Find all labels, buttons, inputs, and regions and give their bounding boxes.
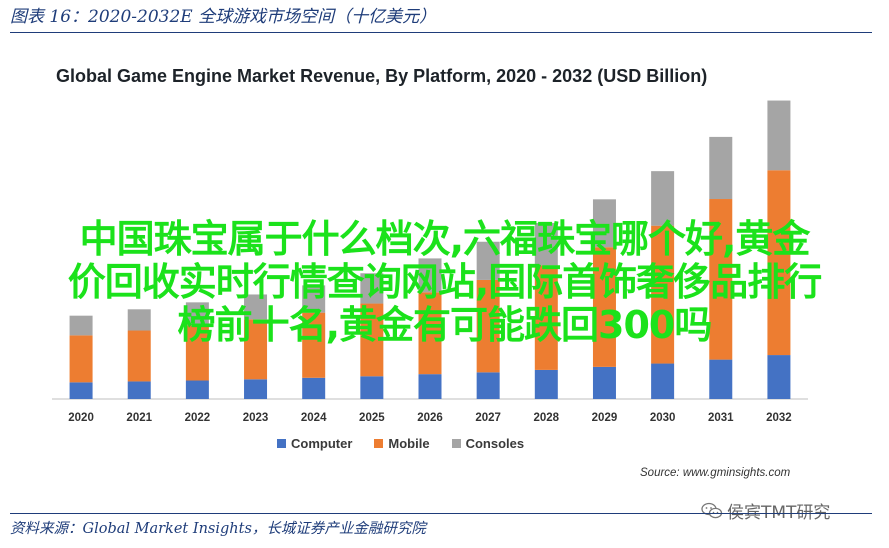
bar-consoles-2023 (244, 294, 268, 320)
legend-label: Consoles (465, 436, 525, 451)
bar-computer-2025 (360, 376, 384, 399)
bar-mobile-2028 (534, 265, 558, 370)
legend-item-consoles: Consoles (451, 436, 525, 451)
bar-mobile-2025 (360, 303, 384, 377)
footer-rule (10, 513, 872, 514)
caption-rule (10, 32, 872, 33)
bar-consoles-2030 (651, 171, 675, 226)
bar-consoles-2020 (69, 315, 93, 336)
bar-mobile-2023 (244, 319, 268, 380)
bar-consoles-2029 (592, 199, 616, 248)
bar-consoles-2021 (127, 309, 151, 331)
x-tick-label: 2032 (766, 412, 792, 424)
bar-consoles-2022 (185, 302, 209, 326)
legend-item-computer: Computer (277, 436, 352, 451)
x-tick-label: 2023 (243, 412, 269, 424)
bar-mobile-2021 (127, 330, 151, 382)
bar-mobile-2029 (592, 247, 616, 367)
chart-title: Global Game Engine Market Revenue, By Pl… (56, 66, 708, 86)
x-tick-label: 2030 (650, 412, 676, 424)
bar-consoles-2028 (534, 222, 558, 266)
bar-mobile-2031 (709, 199, 733, 360)
source-note: Source: www.gminsights.com (640, 467, 791, 479)
overlay-text: 中国珠宝属于什么档次,六福珠宝哪个好,黄金 价回收实时行情查询网站,国际首饰奢侈… (0, 218, 889, 347)
chart-legend: Computer Mobile Consoles (277, 436, 524, 451)
bar-mobile-2020 (69, 335, 93, 383)
bar-computer-2029 (592, 366, 616, 399)
x-tick-label: 2022 (185, 412, 211, 424)
bar-consoles-2027 (476, 241, 500, 280)
x-tick-label: 2027 (475, 412, 501, 424)
legend-label: Mobile (388, 436, 430, 451)
bar-computer-2030 (651, 363, 675, 399)
source-footer: 资料来源：Global Market Insights，长城证券产业金融研究院 (10, 521, 426, 537)
bar-computer-2024 (302, 377, 326, 399)
watermark-label: 侯宾TMT研究 (727, 503, 831, 523)
bar-computer-2021 (127, 381, 151, 399)
x-tick-label: 2020 (68, 412, 94, 424)
x-tick-label: 2029 (592, 412, 618, 424)
bar-mobile-2030 (651, 225, 675, 364)
bar-consoles-2026 (418, 258, 442, 293)
x-tick-label: 2028 (534, 412, 560, 424)
bar-consoles-2025 (360, 273, 384, 304)
legend-label: Computer (291, 436, 353, 451)
x-tick-label: 2024 (301, 412, 327, 424)
bar-consoles-2031 (709, 136, 733, 200)
watermark: 侯宾TMT研究 (701, 498, 830, 523)
bar-consoles-2032 (767, 100, 791, 171)
bar-computer-2032 (767, 355, 791, 399)
bar-computer-2026 (418, 374, 442, 399)
bar-mobile-2027 (476, 279, 500, 373)
legend-swatch (374, 439, 384, 448)
bar-computer-2022 (185, 380, 209, 399)
x-tick-label: 2026 (417, 412, 443, 424)
overlay-line-2: 价回收实时行情查询网站,国际首饰奢侈品排行 (67, 260, 822, 304)
bar-consoles-2024 (302, 285, 326, 313)
legend-swatch (451, 439, 461, 448)
bar-computer-2031 (709, 359, 733, 399)
bar-computer-2020 (69, 382, 93, 399)
bar-mobile-2026 (418, 292, 442, 375)
overlay-line-1: 中国珠宝属于什么档次,六福珠宝哪个好,黄金 (79, 217, 811, 261)
bar-computer-2023 (244, 379, 268, 399)
bar-mobile-2022 (185, 325, 209, 381)
overlay-line-3: 榜前十名,黄金有可能跌回300吗 (177, 303, 713, 347)
figure-caption: 图表 16：2020-2032E 全球游戏市场空间（十亿美元） (10, 7, 437, 27)
x-tick-label: 2021 (126, 412, 152, 424)
bar-mobile-2032 (767, 170, 791, 356)
bar-computer-2028 (534, 369, 558, 399)
bar-computer-2027 (476, 372, 500, 399)
x-tick-label: 2031 (708, 412, 734, 424)
x-tick-label: 2025 (359, 412, 385, 424)
wechat-icon (701, 502, 723, 518)
legend-item-mobile: Mobile (374, 436, 430, 451)
bar-mobile-2024 (302, 312, 326, 378)
legend-swatch (277, 439, 286, 448)
